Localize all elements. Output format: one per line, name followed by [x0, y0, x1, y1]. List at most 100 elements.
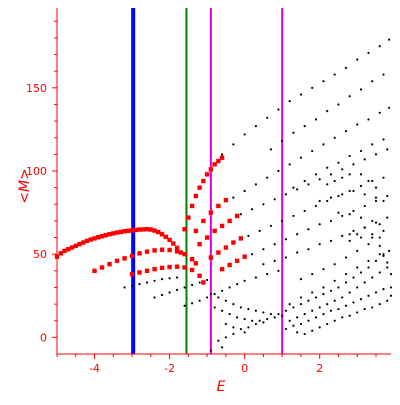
data-point-series2-108: [153, 279, 156, 282]
data-point-series2-92: [262, 263, 265, 266]
data-point-series2-25: [359, 88, 363, 91]
data-point-series2-247: [326, 183, 329, 186]
data-point-series2-57: [296, 188, 299, 191]
data-point-series2-20: [303, 125, 306, 128]
data-point-series2-177: [382, 254, 385, 257]
data-point-series2-132: [209, 293, 212, 296]
data-point-series2-129: [254, 276, 257, 279]
data-point-series1-76: [223, 197, 229, 203]
data-point-series2-89: [363, 204, 366, 208]
data-point-series2-63: [363, 158, 366, 161]
data-point-series2-243: [386, 261, 389, 264]
data-point-series2-33: [288, 163, 291, 166]
data-point-series2-110: [168, 277, 171, 280]
data-point-series1-13: [99, 234, 105, 239]
data-point-series2-249: [341, 176, 344, 179]
data-point-series2-93: [273, 259, 276, 262]
data-point-series2-168: [314, 296, 318, 299]
data-point-series2-251: [359, 173, 363, 176]
data-point-series2-50: [371, 143, 374, 146]
data-point-series1-25: [144, 227, 150, 232]
data-point-series2-269: [382, 229, 385, 233]
data-point-series2-206: [382, 288, 385, 291]
data-point-series2-130: [266, 273, 269, 276]
data-point-series1-12: [96, 235, 101, 240]
data-point-series1-9: [84, 238, 90, 244]
data-point-series2-9: [311, 86, 314, 89]
data-point-series1-81: [227, 218, 232, 224]
data-point-series2-82: [284, 238, 288, 241]
data-point-series2-3: [243, 133, 246, 136]
data-point-series2-181: [303, 312, 306, 316]
data-point-series2-97: [318, 243, 321, 246]
data-point-series2-212: [333, 319, 336, 322]
data-point-series1-11: [92, 236, 97, 241]
data-point-series2-135: [232, 302, 235, 306]
data-point-series1-34: [178, 250, 184, 255]
data-point-series2-202: [352, 301, 355, 304]
data-point-series1-72: [193, 228, 199, 234]
data-point-series1-69: [212, 162, 217, 167]
data-point-series2-236: [378, 236, 381, 239]
data-point-series2-104: [123, 286, 126, 289]
data-point-series2-66: [247, 234, 250, 237]
data-point-series2-253: [374, 186, 378, 189]
data-point-series2-34: [299, 156, 303, 159]
data-point-series2-27: [382, 73, 385, 76]
y-tick-label: 50: [33, 248, 47, 261]
data-point-series2-121: [191, 302, 194, 305]
data-point-series2-53: [251, 208, 254, 211]
data-point-series2-172: [344, 281, 348, 284]
y-tick-label: 150: [26, 82, 47, 95]
data-point-series2-49: [359, 149, 363, 153]
data-point-series1-57: [182, 265, 187, 270]
data-point-series2-119: [206, 278, 209, 282]
data-point-series2-229: [299, 278, 303, 281]
data-point-series1-59: [197, 273, 202, 279]
data-point-series2-70: [292, 214, 295, 218]
data-point-series1-2: [58, 251, 63, 256]
data-point-series2-134: [224, 299, 227, 302]
data-point-series2-153: [232, 326, 235, 329]
data-point-series2-136: [239, 306, 242, 309]
data-point-series2-106: [138, 283, 141, 286]
x-tick-label: -4: [89, 362, 100, 375]
data-point-series2-73: [326, 199, 329, 203]
data-point-series1-18: [118, 229, 123, 235]
data-point-series2-160: [232, 332, 235, 336]
data-point-series2-1: [221, 153, 224, 156]
data-point-series2-23: [337, 103, 340, 106]
data-point-series2-47: [337, 161, 340, 164]
data-point-series2-265: [378, 223, 381, 226]
x-tick-label: -2: [164, 362, 175, 375]
data-point-series2-7: [288, 100, 291, 103]
data-point-series1-86: [231, 240, 236, 245]
data-point-series2-171: [337, 286, 340, 289]
data-point-series2-219: [386, 299, 389, 302]
data-point-series2-200: [337, 307, 340, 311]
data-point-series1-62: [186, 215, 191, 220]
data-point-series1-87: [238, 236, 244, 241]
data-point-series1-91: [242, 254, 247, 259]
data-point-series2-28: [232, 196, 235, 199]
data-point-series2-21: [314, 118, 318, 121]
data-point-series2-157: [262, 321, 265, 324]
data-point-series2-91: [386, 194, 389, 198]
data-point-series2-100: [352, 229, 355, 233]
data-point-series2-4: [254, 125, 257, 128]
data-point-series2-103: [386, 216, 389, 219]
data-point-series2-183: [318, 306, 321, 309]
data-point-series2-158: [217, 339, 220, 342]
data-point-series2-242: [382, 253, 385, 256]
data-point-series2-71: [303, 209, 306, 213]
data-point-series1-67: [204, 172, 210, 177]
data-point-series2-254: [318, 199, 321, 203]
data-point-series2-196: [307, 319, 310, 322]
data-point-series2-86: [329, 219, 333, 223]
data-point-series1-52: [144, 268, 150, 274]
data-point-series2-148: [258, 319, 261, 322]
data-point-series2-113: [160, 293, 164, 297]
data-point-series2-125: [221, 289, 224, 292]
data-point-series1-26: [148, 227, 154, 232]
